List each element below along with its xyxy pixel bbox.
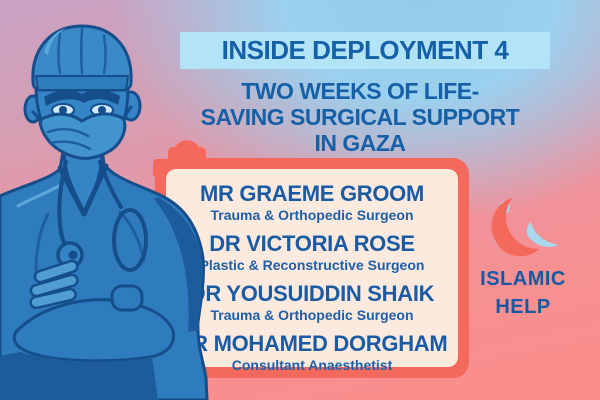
team-member: DR YOUSUIDDIN SHAIK Trauma & Orthopedic … xyxy=(166,281,458,324)
subtitle-line: TWO WEEKS OF LIFE- xyxy=(241,78,479,104)
team-clipboard-panel: MR GRAEME GROOM Trauma & Orthopedic Surg… xyxy=(166,169,458,373)
member-role: Plastic & Reconstructive Surgeon xyxy=(199,257,425,273)
brand-line: ISLAMIC xyxy=(480,268,566,290)
crescent-figure-logo-icon xyxy=(491,197,559,257)
member-role: Consultant Anaesthetist xyxy=(231,357,393,373)
member-name: DR VICTORIA ROSE xyxy=(209,231,415,256)
brand-wordmark: ISLAMIC HELP xyxy=(453,265,593,321)
member-role: Trauma & Orthopedic Surgeon xyxy=(210,207,414,223)
team-member: DR MOHAMED DORGHAM Consultant Anaestheti… xyxy=(166,331,458,374)
member-name: DR YOUSUIDDIN SHAIK xyxy=(189,281,435,306)
title-banner: INSIDE DEPLOYMENT 4 xyxy=(180,32,550,69)
member-name: MR GRAEME GROOM xyxy=(199,181,425,206)
brand-line: HELP xyxy=(495,296,551,318)
subtitle-line: SAVING SURGICAL SUPPORT xyxy=(200,104,520,130)
member-role: Trauma & Orthopedic Surgeon xyxy=(210,307,414,323)
team-clipboard: MR GRAEME GROOM Trauma & Orthopedic Surg… xyxy=(155,158,469,378)
member-name: DR MOHAMED DORGHAM xyxy=(176,331,448,356)
team-list: MR GRAEME GROOM Trauma & Orthopedic Surg… xyxy=(166,181,458,374)
poster-subtitle: TWO WEEKS OF LIFE- SAVING SURGICAL SUPPO… xyxy=(120,78,600,156)
subtitle-line: IN GAZA xyxy=(314,130,406,156)
team-member: DR VICTORIA ROSE Plastic & Reconstructiv… xyxy=(166,231,458,274)
team-member: MR GRAEME GROOM Trauma & Orthopedic Surg… xyxy=(166,181,458,224)
surgeon-illustration xyxy=(0,24,209,400)
title-banner-text: INSIDE DEPLOYMENT 4 xyxy=(221,35,509,65)
